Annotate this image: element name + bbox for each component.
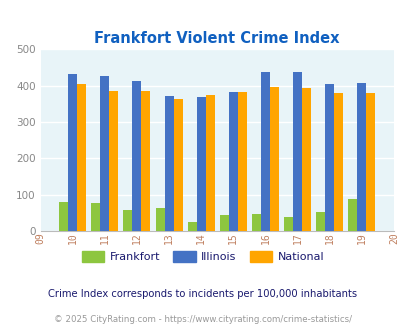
Bar bbox=[315, 212, 324, 231]
Bar bbox=[205, 95, 214, 231]
Bar bbox=[260, 72, 269, 231]
Bar bbox=[324, 84, 333, 231]
Bar bbox=[173, 98, 182, 231]
Bar bbox=[237, 92, 246, 231]
Bar bbox=[68, 74, 77, 231]
Bar bbox=[164, 96, 173, 231]
Bar bbox=[196, 97, 205, 231]
Bar bbox=[347, 199, 356, 231]
Bar bbox=[109, 90, 118, 231]
Text: © 2025 CityRating.com - https://www.cityrating.com/crime-statistics/: © 2025 CityRating.com - https://www.city… bbox=[54, 315, 351, 324]
Bar bbox=[251, 214, 260, 231]
Bar bbox=[333, 93, 342, 231]
Bar bbox=[365, 93, 374, 231]
Bar bbox=[292, 72, 301, 231]
Bar bbox=[141, 90, 150, 231]
Title: Frankfort Violent Crime Index: Frankfort Violent Crime Index bbox=[94, 31, 339, 46]
Bar bbox=[100, 76, 109, 231]
Bar bbox=[91, 203, 100, 231]
Bar bbox=[269, 87, 278, 231]
Bar bbox=[187, 221, 196, 231]
Bar bbox=[59, 202, 68, 231]
Bar bbox=[228, 92, 237, 231]
Bar bbox=[123, 210, 132, 231]
Legend: Frankfort, Illinois, National: Frankfort, Illinois, National bbox=[77, 247, 328, 267]
Bar bbox=[155, 208, 164, 231]
Bar bbox=[132, 81, 141, 231]
Bar bbox=[356, 82, 365, 231]
Bar bbox=[219, 215, 228, 231]
Text: Crime Index corresponds to incidents per 100,000 inhabitants: Crime Index corresponds to incidents per… bbox=[48, 289, 357, 299]
Bar bbox=[301, 88, 310, 231]
Bar bbox=[77, 84, 86, 231]
Bar bbox=[284, 217, 292, 231]
